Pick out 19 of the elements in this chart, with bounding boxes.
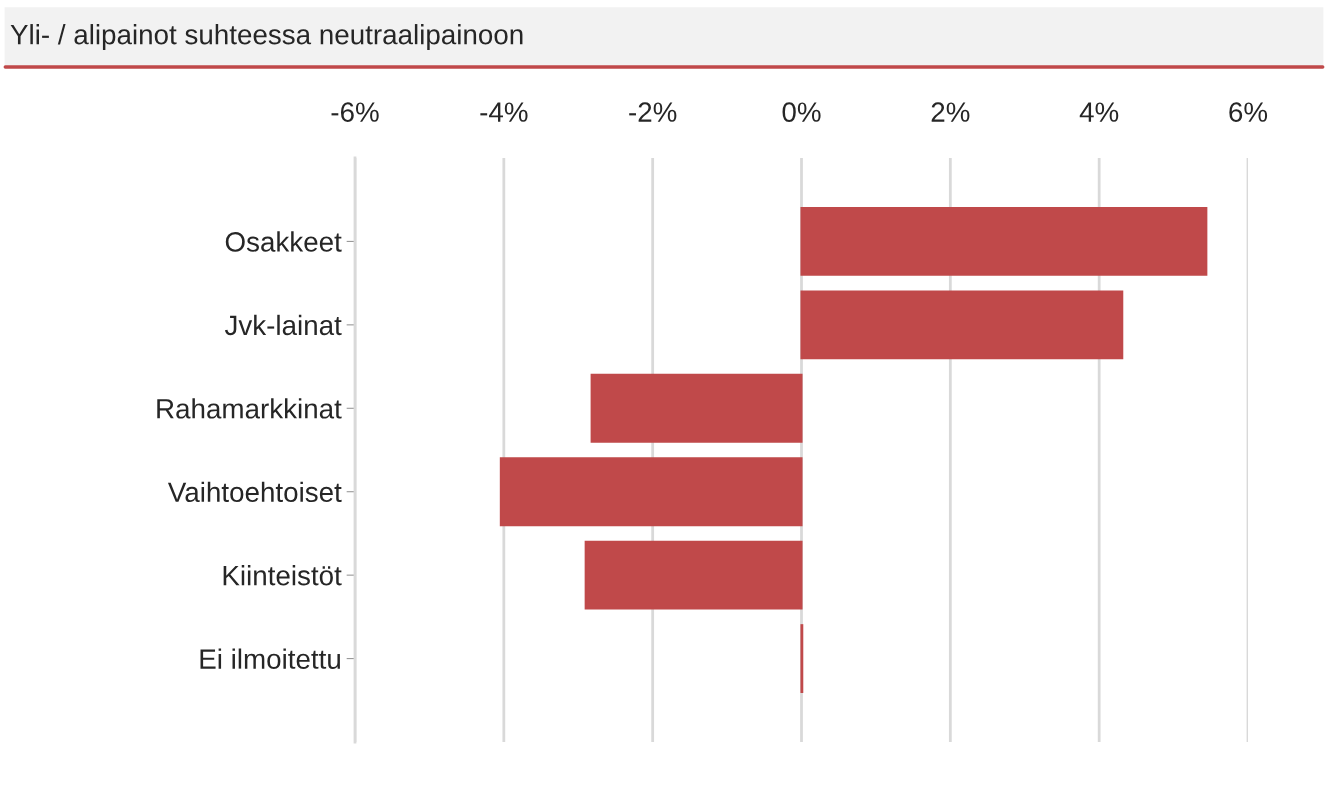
x-tick-label: -4% — [480, 102, 528, 122]
y-tick-label: Kiinteistöt — [223, 565, 342, 586]
x-tick-label: 4% — [1079, 102, 1119, 122]
bar — [800, 290, 1124, 360]
bar — [584, 540, 803, 610]
x-tick-label: -2% — [629, 102, 677, 122]
y-tick-label: Jvk-lainat — [224, 314, 342, 336]
y-tick-label: Rahamarkkinat — [157, 398, 342, 419]
y-tick-label: Osakkeet — [225, 231, 342, 252]
y-tick-label: Vaihtoehtoiset — [167, 481, 342, 503]
x-tick-label: -6% — [331, 102, 379, 122]
x-tick-label: 6% — [1229, 102, 1268, 122]
y-tick-label: Ei ilmoitettu — [200, 648, 340, 669]
x-tick-label: 0% — [782, 102, 821, 122]
chart-title: Yli- / alipainot suhteessa neutraalipainoon — [10, 24, 523, 50]
bar — [499, 457, 803, 527]
bar — [800, 207, 1208, 276]
x-tick-label: 2% — [931, 102, 970, 122]
bar — [590, 373, 803, 443]
